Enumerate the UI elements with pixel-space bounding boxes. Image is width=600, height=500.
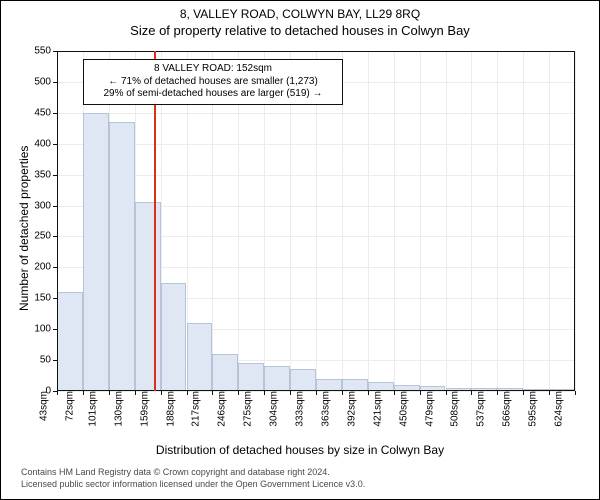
footer-line-1: Contains HM Land Registry data © Crown c… [21,467,365,479]
annotation-line-3: 29% of semi-detached houses are larger (… [90,88,336,101]
x-tick-label: 624sqm [550,391,565,427]
x-tick-label: 159sqm [135,391,150,427]
histogram-bar [212,354,238,391]
y-axis-label: Number of detached properties [17,146,31,311]
x-tick-label: 217sqm [187,391,202,427]
histogram-bar [290,369,316,391]
histogram-bar [57,292,83,391]
histogram-bar [161,283,187,391]
x-tick-label: 479sqm [420,391,435,427]
histogram-bar [109,122,135,391]
chart-subtitle: Size of property relative to detached ho… [1,23,599,38]
x-axis-label: Distribution of detached houses by size … [1,443,599,457]
histogram-bar [238,363,264,391]
x-tick-label: 595sqm [524,391,539,427]
histogram-bar [342,379,368,391]
x-tick-label: 246sqm [213,391,228,427]
x-tick-label: 392sqm [343,391,358,427]
annotation-line-2: ← 71% of detached houses are smaller (1,… [90,76,336,89]
address-title: 8, VALLEY ROAD, COLWYN BAY, LL29 8RQ [1,7,599,21]
footer: Contains HM Land Registry data © Crown c… [21,467,365,490]
histogram-bar [316,379,342,391]
annotation-box: 8 VALLEY ROAD: 152sqm ← 71% of detached … [83,59,343,105]
x-tick-label: 450sqm [394,391,409,427]
plot-area: 050100150200250300350400450500550 43sqm7… [57,51,575,391]
x-tick-label: 363sqm [317,391,332,427]
x-tick-label: 130sqm [109,391,124,427]
histogram-bar [264,366,290,391]
x-tick-label: 537sqm [472,391,487,427]
x-tick-label: 72sqm [60,391,75,421]
x-tick-label: 275sqm [239,391,254,427]
x-tick-label: 333sqm [291,391,306,427]
x-tick-label: 304sqm [265,391,280,427]
histogram-bar [187,323,213,391]
x-tick-label: 43sqm [34,391,49,421]
histogram-bar [368,382,394,391]
histogram-bar [83,113,109,391]
x-tick-label: 421sqm [368,391,383,427]
footer-line-2: Licensed public sector information licen… [21,479,365,491]
x-tick-label: 566sqm [498,391,513,427]
annotation-line-1: 8 VALLEY ROAD: 152sqm [90,63,336,76]
x-tick-label: 188sqm [161,391,176,427]
histogram-bar [135,202,161,391]
x-tick-label: 508sqm [446,391,461,427]
x-tick-label: 101sqm [84,391,99,427]
chart-container: 8, VALLEY ROAD, COLWYN BAY, LL29 8RQ Siz… [0,0,600,500]
